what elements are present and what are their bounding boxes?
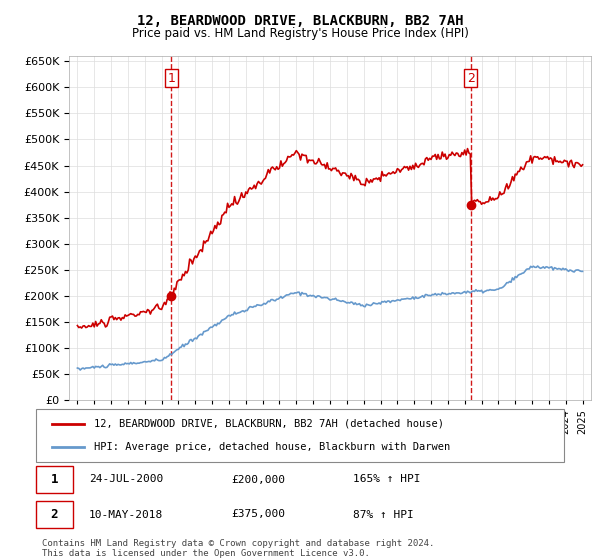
Text: Contains HM Land Registry data © Crown copyright and database right 2024.: Contains HM Land Registry data © Crown c…: [42, 539, 434, 548]
Text: £200,000: £200,000: [232, 474, 286, 484]
Text: This data is licensed under the Open Government Licence v3.0.: This data is licensed under the Open Gov…: [42, 549, 370, 558]
FancyBboxPatch shape: [36, 466, 73, 493]
FancyBboxPatch shape: [36, 501, 73, 528]
Text: 87% ↑ HPI: 87% ↑ HPI: [353, 510, 413, 520]
Text: 24-JUL-2000: 24-JUL-2000: [89, 474, 163, 484]
Text: 2: 2: [467, 72, 475, 85]
Text: 2: 2: [51, 508, 58, 521]
Text: 1: 1: [51, 473, 58, 486]
Text: 10-MAY-2018: 10-MAY-2018: [89, 510, 163, 520]
FancyBboxPatch shape: [36, 409, 564, 462]
Text: HPI: Average price, detached house, Blackburn with Darwen: HPI: Average price, detached house, Blac…: [94, 442, 451, 452]
Text: 12, BEARDWOOD DRIVE, BLACKBURN, BB2 7AH: 12, BEARDWOOD DRIVE, BLACKBURN, BB2 7AH: [137, 14, 463, 28]
Text: 1: 1: [167, 72, 175, 85]
Text: 165% ↑ HPI: 165% ↑ HPI: [353, 474, 420, 484]
Text: 12, BEARDWOOD DRIVE, BLACKBURN, BB2 7AH (detached house): 12, BEARDWOOD DRIVE, BLACKBURN, BB2 7AH …: [94, 419, 444, 429]
Text: Price paid vs. HM Land Registry's House Price Index (HPI): Price paid vs. HM Land Registry's House …: [131, 27, 469, 40]
Text: £375,000: £375,000: [232, 510, 286, 520]
